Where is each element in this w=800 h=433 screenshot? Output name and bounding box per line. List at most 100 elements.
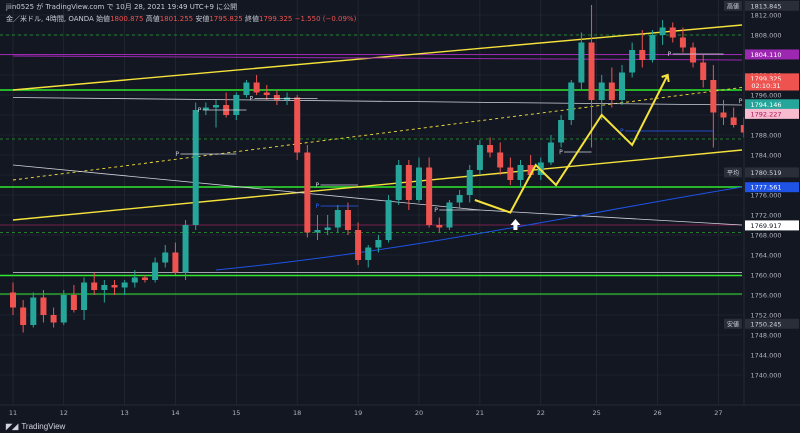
price-tag-text: 高値 xyxy=(727,2,739,10)
candle xyxy=(395,160,402,205)
price-tick-label: 1760.000 xyxy=(750,272,781,280)
price-label-box xyxy=(745,80,799,91)
time-tick-label: 19 xyxy=(354,409,362,417)
price-label-text: 02:10:31 xyxy=(751,82,780,90)
price-label-text: 1799.325 xyxy=(750,75,781,83)
price-tick-label: 1796.000 xyxy=(750,92,781,100)
price-tick-label: 1752.000 xyxy=(750,312,781,320)
tradingview-brand[interactable]: ◤◢ TradingView xyxy=(6,422,65,431)
time-tick-label: 21 xyxy=(476,409,484,417)
candle-body xyxy=(517,165,524,180)
candle xyxy=(213,100,219,128)
candle xyxy=(243,80,250,98)
candle xyxy=(314,215,321,240)
candle-body xyxy=(141,277,148,280)
time-axis[interactable]: 11 12 13 14 15 18 19 20 21 22 25 26 27 xyxy=(0,404,800,433)
trend-line xyxy=(12,55,743,61)
high-label: 高値 xyxy=(145,15,160,23)
candle xyxy=(578,32,585,90)
candle-body xyxy=(456,195,463,203)
brand-text: TradingView xyxy=(21,422,66,431)
candle xyxy=(131,270,138,288)
price-tag-text: 平均 xyxy=(727,169,739,177)
price-label-box xyxy=(745,220,799,231)
candle-body xyxy=(263,92,270,95)
candle xyxy=(70,285,77,313)
candle-body xyxy=(324,227,331,230)
tradingview-logo-icon: ◤◢ xyxy=(6,422,19,431)
candle-body xyxy=(10,292,16,308)
candle-body xyxy=(629,50,636,73)
candle xyxy=(568,80,575,125)
candle-body xyxy=(416,167,422,200)
candle xyxy=(355,222,362,265)
price-tick-label: 1812.000 xyxy=(750,12,781,20)
candle-body xyxy=(30,297,37,325)
price-axis[interactable]: 1740.000 1744.000 1748.000 1752.000 1756.000… xyxy=(724,0,800,405)
zigzag-path xyxy=(474,74,669,214)
candle-body xyxy=(81,282,88,310)
low-label: 安値 xyxy=(195,15,210,23)
time-tick-label: 20 xyxy=(415,409,423,417)
candle xyxy=(456,190,463,208)
candle xyxy=(416,157,422,203)
price-label-text: 1792.227 xyxy=(750,110,781,118)
price-label-text: 1780.519 xyxy=(750,169,781,177)
candle-body xyxy=(40,297,47,315)
price-tick-label: 1740.000 xyxy=(750,372,781,380)
pivot-marker-label: P xyxy=(315,203,319,210)
price-label-box xyxy=(745,49,799,60)
symbol-title[interactable]: 金／米ドル, 4時間, OANDA xyxy=(6,15,94,23)
pivot-marker-label: P xyxy=(434,207,438,214)
price-tick-label: 1808.000 xyxy=(750,32,781,40)
candle-body xyxy=(101,285,108,290)
zigzag-arrowhead xyxy=(661,73,670,83)
candle-body xyxy=(730,117,737,125)
candle xyxy=(263,85,270,100)
candle xyxy=(192,102,199,230)
price-axis-bg xyxy=(744,0,800,405)
candle xyxy=(466,165,473,203)
candle xyxy=(497,142,504,175)
candle-body xyxy=(213,105,219,108)
candle xyxy=(253,75,260,95)
candle-body xyxy=(192,110,199,225)
candle xyxy=(202,102,209,115)
candle xyxy=(679,27,686,53)
pivot-marker-label: P xyxy=(249,96,253,103)
candle-body xyxy=(395,165,402,200)
price-label-box xyxy=(745,0,799,11)
price-tag-box xyxy=(724,318,742,329)
candle-body xyxy=(669,27,676,38)
pivot-marker-label: P xyxy=(175,151,179,158)
candle xyxy=(710,65,717,148)
candle xyxy=(426,157,433,228)
candle-body xyxy=(547,142,554,163)
time-axis-bg xyxy=(0,405,800,433)
candle-body xyxy=(253,82,260,93)
candle xyxy=(517,160,524,188)
publish-line: jiin0525 が TradingView.com で 10月 28, 202… xyxy=(6,3,238,11)
candle xyxy=(141,275,148,283)
candle-body xyxy=(619,72,625,100)
candle xyxy=(659,20,666,45)
candle xyxy=(81,277,88,320)
candle xyxy=(588,5,595,148)
candle-body xyxy=(233,95,240,115)
price-label-text: 1769.917 xyxy=(750,222,781,230)
price-tag-box xyxy=(724,0,742,11)
candle-body xyxy=(273,95,280,100)
candle-body xyxy=(243,82,250,95)
time-tick-label: 22 xyxy=(537,409,545,417)
price-label-text: 1777.561 xyxy=(750,184,781,192)
candle-body xyxy=(720,112,727,118)
candle-body xyxy=(314,230,321,233)
candle-body xyxy=(588,42,595,100)
up-arrow-icon xyxy=(510,219,521,230)
candle xyxy=(700,55,707,88)
price-label-box xyxy=(745,99,799,110)
price-tick-label: 1764.000 xyxy=(750,252,781,260)
candle-body xyxy=(476,145,483,170)
candle-body xyxy=(527,165,534,175)
